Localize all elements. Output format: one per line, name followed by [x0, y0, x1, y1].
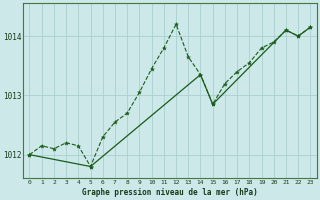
X-axis label: Graphe pression niveau de la mer (hPa): Graphe pression niveau de la mer (hPa): [82, 188, 258, 197]
